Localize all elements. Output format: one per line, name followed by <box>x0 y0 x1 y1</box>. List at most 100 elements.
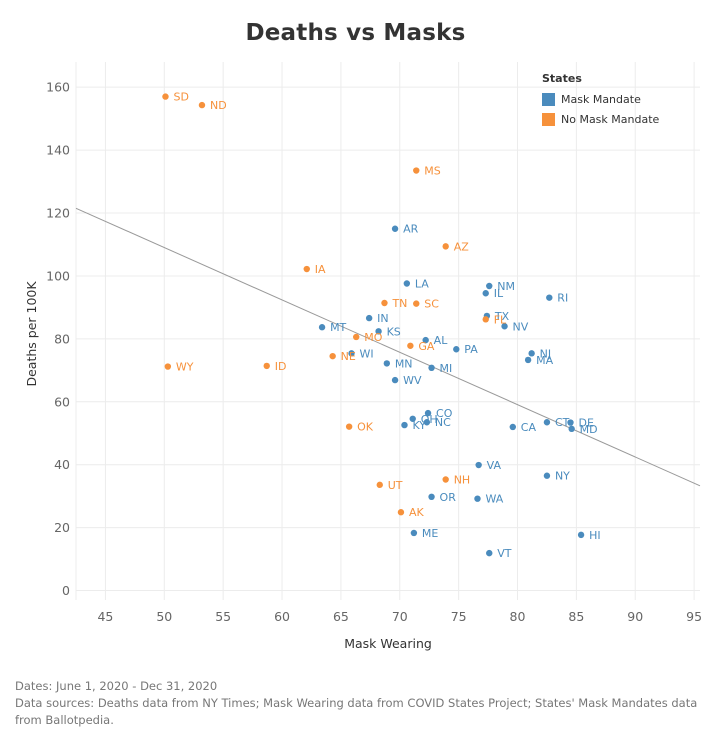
point-nv[interactable]: NV <box>501 320 529 333</box>
point-ks[interactable]: KS <box>375 325 401 338</box>
data-point-marker[interactable] <box>391 376 399 384</box>
data-point-marker[interactable] <box>577 531 585 539</box>
point-co[interactable]: CO <box>424 407 453 420</box>
data-point-marker[interactable] <box>375 328 382 335</box>
point-me[interactable]: ME <box>410 527 439 540</box>
data-point-marker[interactable] <box>486 549 493 557</box>
point-al[interactable]: AL <box>422 334 448 347</box>
data-point-marker[interactable] <box>424 409 432 417</box>
point-ms[interactable]: MS <box>413 165 441 178</box>
data-point-marker[interactable] <box>413 300 420 307</box>
point-mn[interactable]: MN <box>383 357 413 370</box>
point-in[interactable]: IN <box>365 312 389 325</box>
data-point-marker[interactable] <box>318 324 326 331</box>
data-point-marker[interactable] <box>407 342 414 349</box>
point-sc[interactable]: SC <box>413 298 439 311</box>
point-md[interactable]: MD <box>568 423 598 436</box>
legend-item-no-mask[interactable]: No Mask Mandate <box>542 109 659 129</box>
data-point-marker[interactable] <box>543 472 551 479</box>
point-mi[interactable]: MI <box>428 362 452 375</box>
point-ct[interactable]: CT <box>543 416 570 429</box>
data-point-marker[interactable] <box>345 423 353 430</box>
data-point-marker[interactable] <box>546 294 553 301</box>
data-point-marker[interactable] <box>383 360 391 367</box>
point-nd[interactable]: ND <box>198 99 227 112</box>
point-sd[interactable]: SD <box>162 91 189 104</box>
data-point-marker[interactable] <box>397 509 405 516</box>
data-point-marker[interactable] <box>474 495 481 502</box>
point-ga[interactable]: GA <box>407 340 435 353</box>
data-point-marker[interactable] <box>413 167 420 174</box>
point-ca[interactable]: CA <box>509 421 537 434</box>
point-nj[interactable]: NJ <box>528 347 551 360</box>
point-ny[interactable]: NY <box>543 470 570 483</box>
point-fl[interactable]: FL <box>482 313 508 326</box>
point-az[interactable]: AZ <box>442 240 469 253</box>
data-point-marker[interactable] <box>567 419 574 426</box>
point-nh[interactable]: NH <box>442 474 470 487</box>
point-vt[interactable]: VT <box>486 547 512 560</box>
point-wv[interactable]: WV <box>391 374 422 387</box>
point-or[interactable]: OR <box>428 491 456 504</box>
data-point-marker[interactable] <box>482 290 489 297</box>
point-wy[interactable]: WY <box>164 361 194 374</box>
data-point-marker[interactable] <box>403 280 411 287</box>
point-ok[interactable]: OK <box>345 421 374 434</box>
point-ri[interactable]: RI <box>546 292 568 305</box>
data-point-marker[interactable] <box>486 282 493 290</box>
data-point-marker[interactable] <box>162 93 169 100</box>
point-nm[interactable]: NM <box>486 280 515 293</box>
data-point-marker[interactable] <box>409 415 416 422</box>
data-point-marker[interactable] <box>391 225 399 232</box>
point-wa[interactable]: WA <box>474 493 504 506</box>
data-point-marker[interactable] <box>423 419 431 426</box>
point-il[interactable]: IL <box>482 287 504 300</box>
point-id[interactable]: ID <box>263 360 287 373</box>
data-point-marker[interactable] <box>303 265 310 273</box>
data-point-marker[interactable] <box>428 364 435 372</box>
data-point-marker[interactable] <box>365 314 373 322</box>
data-point-marker[interactable] <box>442 243 449 250</box>
point-tn[interactable]: TN <box>381 297 407 310</box>
data-point-marker[interactable] <box>453 346 460 353</box>
point-ne[interactable]: NE <box>329 350 356 363</box>
data-point-marker[interactable] <box>376 481 383 489</box>
data-point-marker[interactable] <box>501 323 508 330</box>
point-wi[interactable]: WI <box>348 347 374 360</box>
data-point-marker[interactable] <box>422 336 429 344</box>
point-mo[interactable]: MO <box>353 331 383 344</box>
data-point-marker[interactable] <box>348 350 355 357</box>
point-la[interactable]: LA <box>403 277 430 290</box>
data-point-marker[interactable] <box>528 350 535 357</box>
point-hi[interactable]: HI <box>577 529 601 542</box>
point-nc[interactable]: NC <box>423 416 451 429</box>
point-va[interactable]: VA <box>475 459 501 472</box>
data-point-marker[interactable] <box>198 101 206 109</box>
point-ak[interactable]: AK <box>397 506 425 519</box>
point-de[interactable]: DE <box>567 417 594 430</box>
data-point-marker[interactable] <box>428 493 435 501</box>
data-point-marker[interactable] <box>509 423 516 431</box>
data-point-marker[interactable] <box>263 362 270 370</box>
data-point-marker[interactable] <box>164 363 172 370</box>
data-point-marker[interactable] <box>381 299 388 307</box>
point-ar[interactable]: AR <box>391 223 419 236</box>
point-ky[interactable]: KY <box>401 419 426 432</box>
data-point-marker[interactable] <box>524 356 532 364</box>
point-ut[interactable]: UT <box>376 479 403 492</box>
point-ma[interactable]: MA <box>524 354 554 367</box>
data-point-marker[interactable] <box>401 421 408 429</box>
point-pa[interactable]: PA <box>453 343 478 356</box>
data-point-marker[interactable] <box>482 316 489 323</box>
data-point-marker[interactable] <box>568 425 575 433</box>
data-point-marker[interactable] <box>475 461 482 469</box>
legend-item-mask[interactable]: Mask Mandate <box>542 89 659 109</box>
data-point-marker[interactable] <box>410 529 418 537</box>
data-point-marker[interactable] <box>329 352 336 360</box>
point-mt[interactable]: MT <box>318 321 347 334</box>
point-ia[interactable]: IA <box>303 263 326 276</box>
data-point-label: KS <box>387 325 401 338</box>
data-point-marker[interactable] <box>543 419 551 426</box>
data-point-marker[interactable] <box>353 333 360 341</box>
data-point-marker[interactable] <box>442 476 449 483</box>
